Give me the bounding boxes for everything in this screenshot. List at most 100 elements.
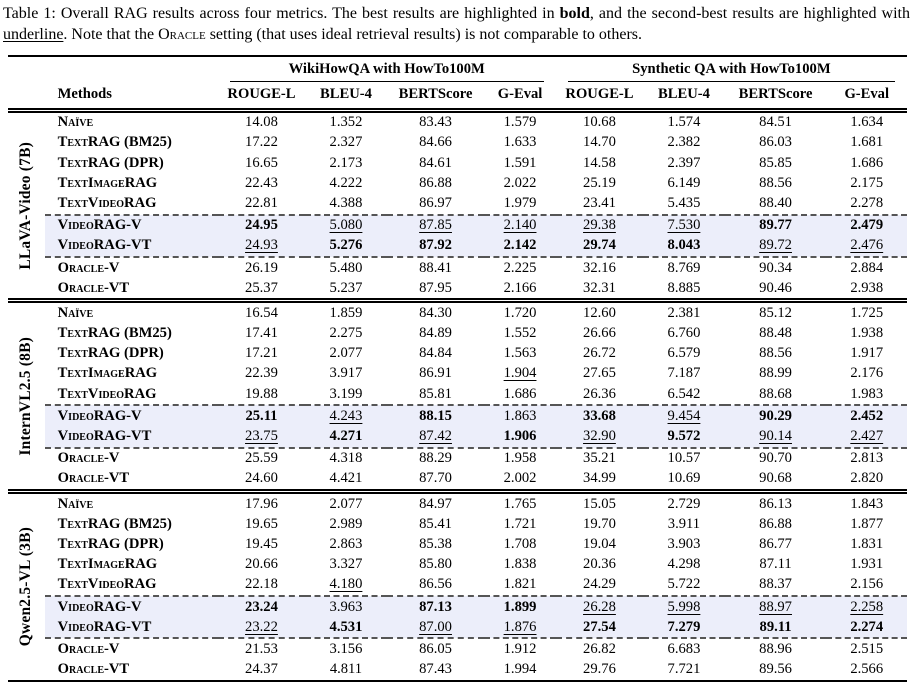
metric-value: 83.43 [419,114,452,131]
table-cell: 87.11 [725,555,827,575]
table-cell: 23.41 [556,193,644,214]
table-cell: 89.56 [725,659,827,680]
metric-value: 88.68 [759,385,792,402]
table-cell: 1.686 [484,384,555,405]
table-cell: 1.958 [484,448,555,469]
metric-value: 2.278 [850,194,884,211]
metric-value: 84.66 [419,134,452,151]
table-cell: 86.13 [725,491,827,514]
metric-value: 2.729 [667,495,701,512]
table-cell: 1.979 [484,193,555,214]
metric-value: 4.318 [329,450,363,467]
metric-value: 84.89 [419,325,452,342]
metric-value: 20.36 [583,556,616,573]
metric-value: 10.69 [667,470,701,487]
table-cell: 3.156 [305,638,386,659]
table-cell: 2.397 [643,153,724,173]
table-cell: 84.51 [725,110,827,133]
table-row-textvideorag: TextVideoRAG 22.18 4.180 86.56 1.821 24.29 5.7… [8,575,907,596]
metric-value: 14.70 [583,134,616,151]
table-cell: 23.22 [217,617,306,640]
table-cell: 22.18 [218,575,306,596]
method-name: TextRAG (BM25) [57,515,172,532]
table-cell: 17.21 [218,344,306,364]
table-cell: 1.838 [484,555,555,575]
group-header-wikihowqa: WikiHowQA with HowTo100M [218,56,556,83]
metric-value: 88.56 [759,345,792,362]
table-cell: 2.275 [305,323,386,343]
table-cell: 8.043 [643,235,725,258]
metric-value: 2.275 [329,325,363,342]
metric-value: 29.74 [583,237,616,254]
metric-value: 1.958 [503,450,537,467]
caption-segment: Table 1: Overall RAG results across four… [3,5,560,22]
metric-value: 2.173 [329,154,363,171]
metric-value: 2.382 [667,134,701,151]
table-row-textrag-bm25-: TextRAG (BM25) 17.22 2.327 84.66 1.633 14.70 2… [8,133,907,153]
table-cell: 2.813 [826,448,907,469]
table-cell: 88.56 [725,173,827,193]
table-cell: 3.917 [305,364,386,384]
metric-value: 2.142 [503,237,537,254]
metric-value: 1.876 [503,618,537,635]
metric-value: 86.03 [759,134,792,151]
table-row-videorag-v: VideoRAG-V 25.11 4.243 88.15 1.863 33.68 9.454… [8,404,907,427]
metric-value: 4.222 [329,174,363,191]
table-cell: 22.43 [218,173,306,193]
table-cell: 88.96 [725,638,827,659]
table-cell: 88.37 [725,575,827,596]
metric-value: 90.70 [759,450,792,467]
metric-value: 85.41 [419,515,452,532]
metric-value: 7.187 [667,365,701,382]
table-row-textrag-bm25-: TextRAG (BM25) 17.41 2.275 84.89 1.552 26.66 6… [8,323,907,343]
metric-value: 3.156 [329,640,363,657]
table-row-videorag-vt: VideoRAG-VT 24.93 5.276 87.92 2.142 29.74 8.04… [8,235,907,258]
table-row-oracle-v: Oracle-V 21.53 3.156 86.05 1.912 26.82 6.683 88… [8,638,907,659]
metric-value: 25.59 [245,450,278,467]
table-cell: 85.80 [387,555,485,575]
method-name: TextRAG (BM25) [57,134,172,151]
metric-value: 22.81 [245,194,278,211]
table-cell: 10.69 [643,468,725,494]
metric-value: 2.566 [850,661,884,678]
method-name: TextImageRAG [57,556,158,573]
table-cell: 2.566 [826,659,907,680]
table-cell: 88.68 [725,384,827,405]
metric-value: 27.65 [583,365,616,382]
table-cell: 12.60 [556,301,644,324]
table-cell: 26.19 [218,257,306,278]
metric-value: 86.88 [759,515,792,532]
results-table: WikiHowQA with HowTo100M Synthetic QA wi… [8,54,907,682]
table-cell: 22.81 [218,193,306,214]
metric-value: 1.821 [503,576,537,593]
metric-value: 1.634 [850,114,884,131]
caption-segment: Oracle [158,25,206,43]
metric-value: 3.917 [329,365,363,382]
table-cell: 85.85 [725,153,827,173]
table-cell: 15.05 [556,491,644,514]
table-cell: 24.60 [217,468,306,494]
metric-value: 24.37 [245,661,278,678]
method-name: VideoRAG-VT [44,235,218,258]
metric-value: 1.859 [329,304,363,321]
table-row-textrag-dpr-: TextRAG (DPR) 16.65 2.173 84.61 1.591 14.58 2.… [8,153,907,173]
metric-value: 2.166 [503,279,537,296]
table-cell: 84.61 [387,153,485,173]
metric-value: 86.88 [419,174,452,191]
metric-value: 19.04 [583,535,616,552]
table-cell: 88.99 [725,364,827,384]
model-label: InternVL2.5 (8B) [17,336,35,456]
metric-value: 84.84 [419,345,452,362]
metric-value: 3.911 [667,515,701,532]
table-cell: 84.89 [387,323,485,343]
metric-value: 84.30 [419,304,452,321]
metric-value: 1.917 [850,345,884,362]
model-group-cell: InternVL2.5 (8B) [8,300,45,494]
metric-value: 1.938 [850,325,884,342]
table-cell: 32.16 [556,257,644,278]
table-cell: 33.68 [555,404,644,427]
metric-value: 17.96 [245,495,278,512]
method-name: Oracle-VT [57,661,130,678]
table-cell: 2.278 [826,193,907,214]
table-cell: 4.421 [305,468,387,494]
